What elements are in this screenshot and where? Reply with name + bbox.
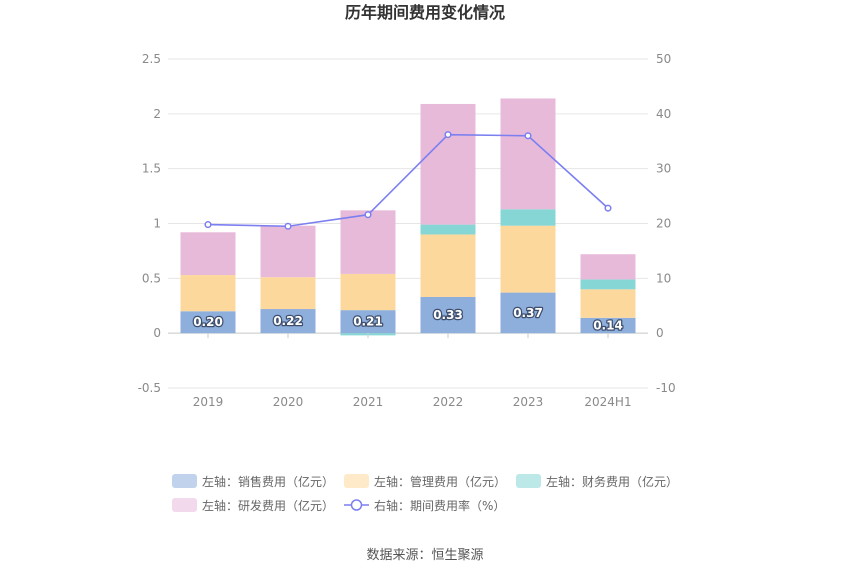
- bar-segment: [500, 98, 556, 210]
- right-tick-label: 40: [656, 107, 671, 121]
- bar-segment: [340, 310, 396, 334]
- data-source: 数据来源：恒生聚源: [366, 548, 483, 563]
- bar-segment: [180, 275, 236, 312]
- bar-segment: [260, 225, 316, 278]
- ratio-point: [444, 131, 452, 139]
- bar-segment: [180, 311, 236, 334]
- bar-value-label: 0.33: [433, 308, 463, 322]
- right-tick-label: 30: [656, 162, 671, 176]
- ratio-point: [604, 204, 612, 212]
- bar-segment: [420, 103, 476, 225]
- legend-item: 右轴：期间费用率（%）: [344, 498, 505, 513]
- ratio-point: [524, 132, 532, 140]
- ratio-point: [364, 211, 372, 219]
- legend-item: 左轴：研发费用（亿元）: [172, 498, 334, 513]
- left-tick-label: 1.5: [142, 162, 161, 176]
- bar-segment: [340, 210, 396, 274]
- bar-segment: [500, 292, 556, 334]
- right-axis: -10 0 10 20 30 40 50: [656, 52, 676, 395]
- legend-item: 左轴：财务费用（亿元）: [516, 474, 678, 489]
- right-tick-label: 50: [656, 52, 671, 66]
- bars: 0.20 0.22 0.21 0.33 0.37 0.14: [180, 98, 636, 336]
- bar-segment: [420, 234, 476, 297]
- x-tick-label: 2024H1: [584, 395, 631, 409]
- x-tick-label: 2023: [513, 395, 544, 409]
- grid-lines: [168, 58, 648, 389]
- right-tick-label: -10: [656, 381, 676, 395]
- bar-segment: [580, 317, 636, 334]
- ratio-line-path: [207, 133, 609, 228]
- legend-marker: [350, 499, 363, 511]
- legend-label: 右轴：期间费用率（%）: [374, 498, 505, 513]
- legend-swatch: [344, 474, 369, 488]
- ratio-point: [204, 221, 212, 229]
- x-axis: 2019 2020 2021 2022 2023 2024H1: [193, 333, 632, 409]
- left-tick-label: 2.5: [142, 52, 161, 66]
- left-axis: -0.5 0 0.5 1 1.5 2 2.5: [138, 52, 161, 395]
- x-tick-label: 2021: [353, 395, 384, 409]
- chart-title: 历年期间费用变化情况: [345, 3, 505, 22]
- legend: 左轴：销售费用（亿元） 左轴：管理费用（亿元） 左轴：财务费用（亿元） 左轴：研发费用…: [172, 474, 678, 513]
- bar-segment: [260, 277, 316, 310]
- legend-item: 左轴：管理费用（亿元）: [344, 474, 506, 489]
- legend-swatch: [172, 474, 197, 488]
- bar-segment: [340, 273, 396, 311]
- ratio-point: [284, 222, 292, 230]
- left-tick-label: 0: [153, 326, 161, 340]
- bar-value-label: 0.20: [193, 315, 223, 329]
- legend-swatch: [172, 498, 197, 512]
- x-tick-label: 2022: [433, 395, 464, 409]
- right-tick-label: 0: [656, 326, 664, 340]
- bar-segment: [580, 289, 636, 318]
- left-tick-label: 0.5: [142, 271, 161, 285]
- legend-label: 左轴：销售费用（亿元）: [202, 474, 334, 489]
- bar-segment: [420, 296, 476, 334]
- x-tick-label: 2020: [273, 395, 304, 409]
- x-tick-label: 2019: [193, 395, 224, 409]
- legend-label: 左轴：财务费用（亿元）: [546, 474, 678, 489]
- legend-swatch: [516, 474, 541, 488]
- ratio-line: [204, 131, 612, 230]
- legend-label: 左轴：研发费用（亿元）: [202, 498, 334, 513]
- legend-label: 左轴：管理费用（亿元）: [374, 474, 506, 489]
- left-tick-label: -0.5: [138, 381, 161, 395]
- right-tick-label: 20: [656, 217, 671, 231]
- bar-segment: [260, 309, 316, 334]
- left-tick-label: 1: [153, 217, 161, 231]
- bar-segment: [500, 209, 556, 226]
- right-tick-label: 10: [656, 271, 671, 285]
- bar-value-label: 0.21: [353, 315, 383, 329]
- legend-item: 左轴：销售费用（亿元）: [172, 474, 334, 489]
- bar-value-label: 0.37: [513, 306, 543, 320]
- bar-segment: [580, 254, 636, 280]
- bar-segment: [500, 225, 556, 293]
- bar-segment: [180, 232, 236, 276]
- bar-value-label: 0.14: [593, 318, 623, 332]
- bar-segment: [420, 224, 476, 235]
- bar-segment: [580, 279, 636, 290]
- left-tick-label: 2: [153, 107, 161, 121]
- bar-value-label: 0.22: [273, 314, 303, 328]
